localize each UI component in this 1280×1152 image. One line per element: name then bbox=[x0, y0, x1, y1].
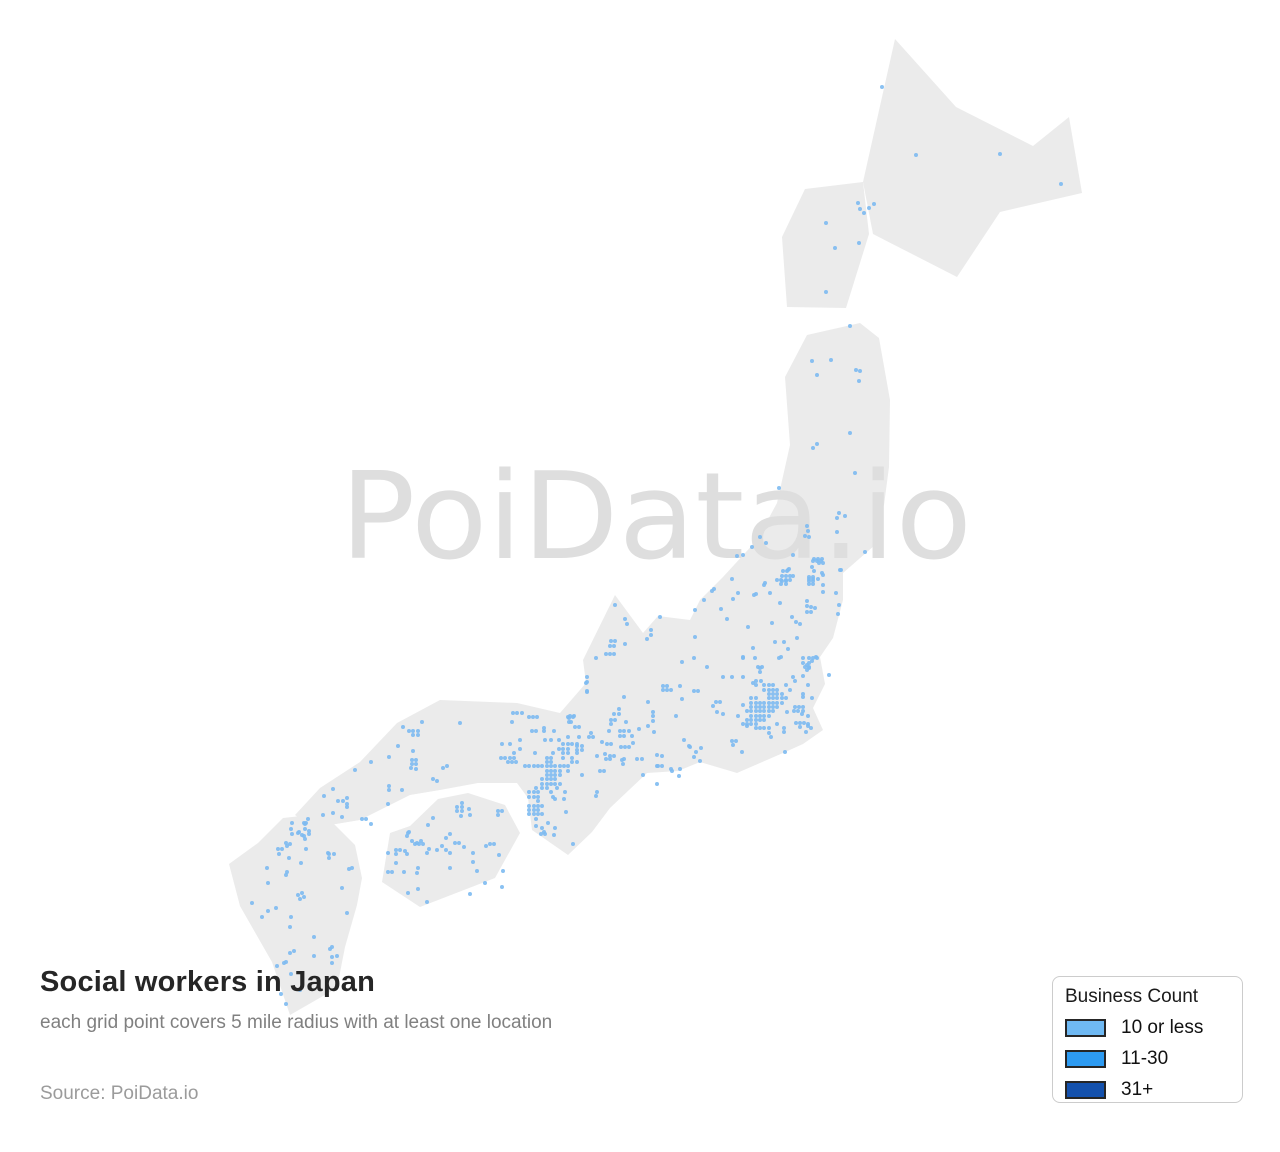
landmass-honshu bbox=[295, 323, 890, 855]
landmass-shikoku bbox=[382, 793, 520, 907]
landmass-hokkaido bbox=[863, 39, 1082, 277]
legend-item-label: 31+ bbox=[1121, 1079, 1154, 1100]
legend-item-3: 31+ bbox=[1065, 1079, 1232, 1101]
title-block: Social workers in Japan each grid point … bbox=[40, 966, 552, 1034]
source-attribution: Source: PoiData.io bbox=[40, 1083, 199, 1104]
legend-item-label: 11-30 bbox=[1121, 1048, 1169, 1069]
legend-swatch-icon bbox=[1065, 1081, 1106, 1099]
legend-swatch-icon bbox=[1065, 1019, 1106, 1037]
legend: Business Count 10 or less 11-30 31+ bbox=[1052, 976, 1243, 1103]
page-title: Social workers in Japan bbox=[40, 966, 376, 998]
location-dots bbox=[250, 85, 1063, 1006]
legend-item-1: 10 or less bbox=[1065, 1017, 1232, 1039]
landmass-hokkaido-southwest bbox=[782, 182, 869, 308]
legend-item-label: 10 or less bbox=[1121, 1017, 1204, 1038]
legend-swatch-icon bbox=[1065, 1050, 1106, 1068]
landmass-kyushu bbox=[229, 815, 362, 1015]
legend-item-2: 11-30 bbox=[1065, 1048, 1232, 1070]
watermark: PoiData.io bbox=[340, 448, 972, 587]
page-subtitle: each grid point covers 5 mile radius wit… bbox=[40, 1012, 553, 1033]
legend-title: Business Count bbox=[1065, 986, 1199, 1007]
